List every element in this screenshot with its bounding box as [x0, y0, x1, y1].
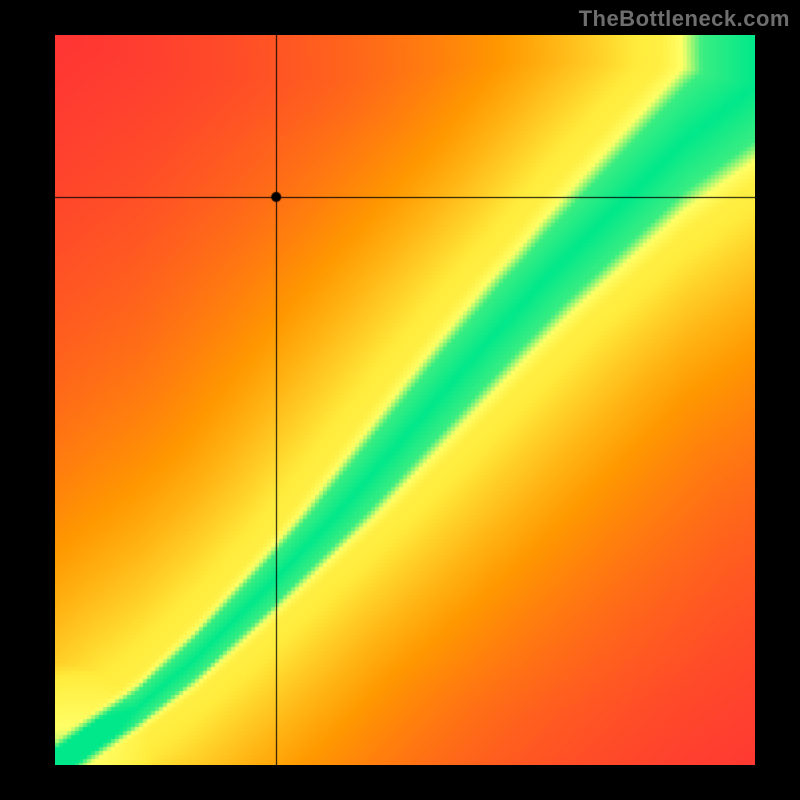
chart-container: TheBottleneck.com [0, 0, 800, 800]
heatmap-canvas [55, 35, 755, 765]
watermark-text: TheBottleneck.com [579, 6, 790, 32]
bottleneck-heatmap [55, 35, 755, 765]
